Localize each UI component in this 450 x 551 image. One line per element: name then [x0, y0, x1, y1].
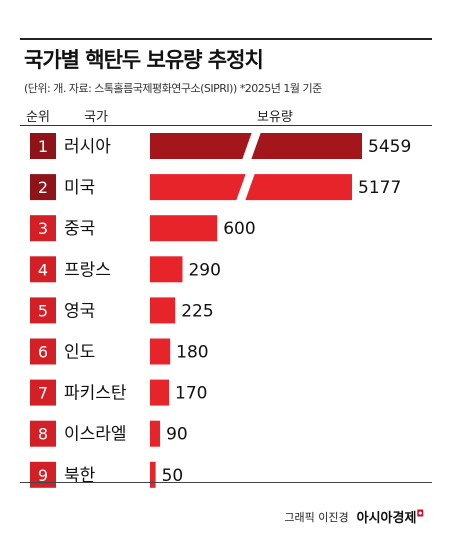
country-label: 이스라엘	[64, 425, 127, 445]
value-label: 90	[166, 425, 188, 445]
value-label: 225	[181, 301, 213, 321]
country-label: 영국	[64, 301, 95, 321]
rank-number: 4	[38, 260, 48, 279]
rank-number: 3	[38, 219, 48, 238]
country-label: 중국	[64, 219, 95, 239]
country-label: 북한	[64, 466, 96, 486]
rank-box	[30, 461, 56, 488]
column-header-value: 보유량	[257, 110, 293, 125]
value-label: 50	[162, 466, 184, 486]
rank-box	[30, 256, 56, 283]
value-label: 5177	[358, 178, 401, 198]
header-rule	[20, 125, 432, 126]
brand-logo: 아시아경제◘	[357, 507, 424, 526]
rank-box	[30, 338, 56, 365]
column-header-country: 국가	[84, 110, 108, 125]
axis-break-mark	[236, 173, 255, 202]
graphic-credit: 그래픽 이진경	[284, 511, 349, 524]
top-rule	[20, 38, 432, 40]
rank-number: 5	[38, 301, 48, 320]
bar	[150, 420, 161, 447]
bar	[150, 215, 218, 242]
axis-break-mark	[242, 132, 261, 160]
rank-box	[30, 297, 56, 324]
brand-mark-icon: ◘	[416, 509, 424, 520]
value-label: 290	[188, 260, 220, 280]
value-label: 600	[223, 219, 255, 239]
bar	[150, 379, 170, 406]
rank-number: 7	[38, 384, 48, 403]
rank-number: 6	[38, 343, 48, 362]
rank-number: 8	[38, 425, 48, 444]
bar	[150, 461, 156, 488]
country-label: 러시아	[64, 137, 111, 157]
bar	[150, 297, 176, 324]
chart-subtitle: (단위: 개. 자료: 스톡홀름국제평화연구소(SIPRI)) *2025년 1…	[24, 82, 322, 95]
value-label: 170	[175, 384, 207, 404]
rank-number: 2	[38, 178, 48, 197]
bar	[150, 338, 171, 365]
chart-title: 국가별 핵탄두 보유량 추정치	[24, 48, 264, 72]
country-label: 미국	[64, 178, 95, 198]
country-label: 파키스탄	[64, 384, 127, 404]
rank-box	[30, 174, 56, 201]
value-label: 180	[176, 343, 208, 363]
brand-name: 아시아경제	[356, 511, 417, 526]
rank-box	[30, 420, 56, 447]
rank-box	[30, 379, 56, 406]
column-header-rank: 순위	[26, 110, 50, 125]
rank-box	[30, 215, 56, 242]
country-label: 프랑스	[64, 260, 111, 280]
bar	[150, 256, 183, 283]
value-label: 5459	[368, 137, 411, 157]
country-label: 인도	[64, 343, 95, 363]
footer-rule	[20, 482, 432, 483]
rank-number: 1	[38, 137, 48, 156]
rank-number: 9	[38, 466, 48, 485]
rank-box	[30, 133, 56, 159]
